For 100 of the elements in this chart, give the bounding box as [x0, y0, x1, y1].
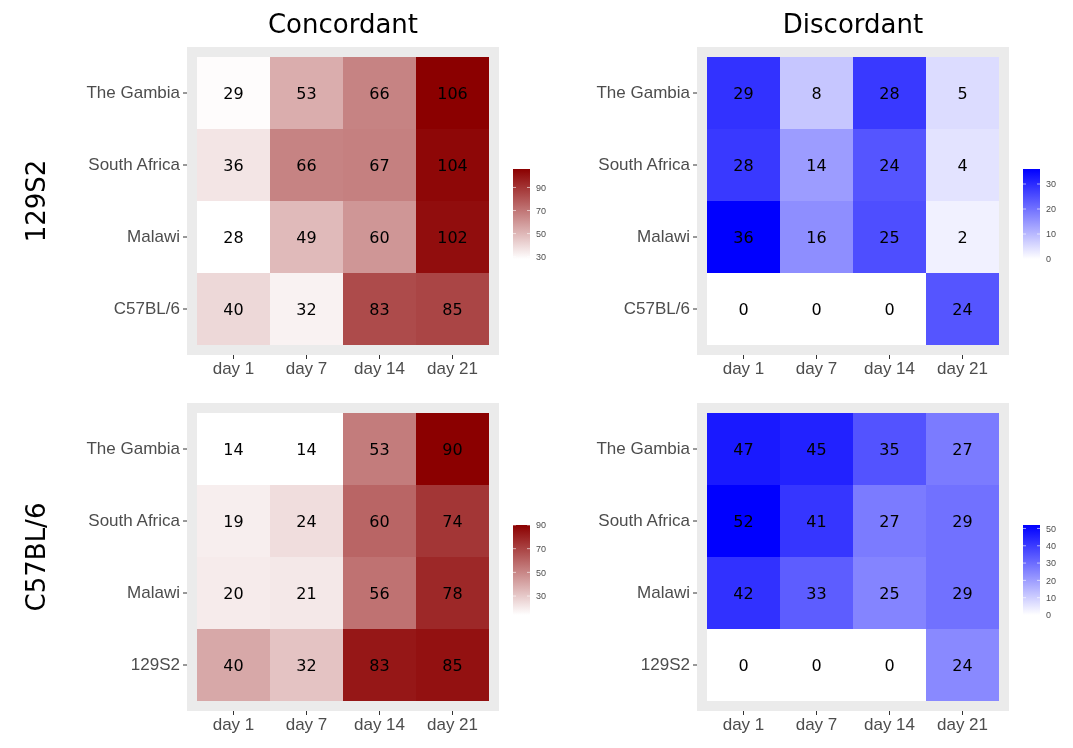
data-label: 66 [296, 155, 317, 175]
y-tick-label: Malawi [637, 227, 690, 247]
y-tick-label: C57BL/6 [113, 299, 180, 319]
data-label: 0 [811, 299, 822, 319]
y-axis-title: 129S2 [21, 159, 51, 243]
data-label: 0 [738, 299, 749, 319]
color-bar-label: 20 [1046, 575, 1057, 586]
color-bar-label: 50 [1046, 523, 1057, 534]
x-tick-label: day 1 [212, 359, 255, 379]
data-label: 0 [738, 655, 749, 675]
chart-title: Concordant [267, 9, 419, 39]
y-tick-label: 129S2 [640, 655, 690, 675]
data-label: 24 [952, 299, 973, 319]
x-tick-label: day 21 [936, 715, 989, 735]
data-label: 90 [442, 439, 463, 459]
data-label: 2 [957, 227, 968, 247]
chart-title: Discordant [782, 9, 924, 39]
data-label: 25 [879, 227, 900, 247]
y-tick-label: The Gambia [86, 439, 181, 459]
color-bar-label: 50 [536, 229, 547, 239]
data-label: 24 [952, 655, 973, 675]
data-label: 40 [223, 299, 244, 319]
data-label: 49 [296, 227, 317, 247]
x-tick-label: day 1 [722, 715, 765, 735]
color-bar-label: 30 [1046, 558, 1057, 569]
data-label: 56 [369, 583, 390, 603]
data-label: 78 [442, 583, 463, 603]
color-bar-label: 30 [536, 591, 547, 602]
data-label: 41 [806, 511, 827, 531]
y-tick-label: South Africa [598, 155, 691, 175]
data-label: 53 [296, 83, 317, 103]
data-label: 21 [296, 583, 317, 603]
data-label: 102 [437, 227, 468, 247]
color-bar-label: 40 [1046, 541, 1057, 552]
data-label: 36 [223, 155, 244, 175]
data-label: 14 [806, 155, 827, 175]
y-tick-label: The Gambia [596, 83, 691, 103]
y-tick-label: C57BL/6 [623, 299, 690, 319]
data-label: 29 [952, 511, 973, 531]
data-label: 35 [879, 439, 900, 459]
y-tick-label: Malawi [127, 583, 180, 603]
x-tick-label: day 14 [863, 359, 916, 379]
y-tick-label: South Africa [88, 511, 181, 531]
data-label: 14 [296, 439, 317, 459]
data-label: 29 [952, 583, 973, 603]
data-label: 60 [369, 227, 390, 247]
y-tick-label: The Gambia [86, 83, 181, 103]
color-bar-label: 10 [1046, 229, 1057, 240]
x-tick-label: day 21 [426, 715, 479, 735]
data-label: 45 [806, 439, 827, 459]
data-label: 28 [223, 227, 244, 247]
data-label: 104 [437, 155, 468, 175]
data-label: 83 [369, 299, 390, 319]
data-label: 19 [223, 511, 244, 531]
data-label: 32 [296, 299, 317, 319]
data-label: 8 [811, 83, 822, 103]
x-tick-label: day 14 [353, 359, 406, 379]
data-label: 0 [884, 299, 895, 319]
y-tick-label: The Gambia [596, 439, 691, 459]
y-tick-label: South Africa [598, 511, 691, 531]
data-label: 14 [223, 439, 244, 459]
data-label: 33 [806, 583, 827, 603]
x-tick-label: day 21 [936, 359, 989, 379]
data-label: 0 [884, 655, 895, 675]
color-bar-label: 20 [1046, 204, 1057, 215]
data-label: 25 [879, 583, 900, 603]
x-tick-label: day 7 [795, 715, 838, 735]
y-tick-label: 129S2 [130, 655, 180, 675]
data-label: 16 [806, 227, 827, 247]
data-label: 74 [442, 511, 463, 531]
x-tick-label: day 7 [285, 359, 328, 379]
color-bar-label: 50 [536, 567, 547, 578]
data-label: 106 [437, 83, 468, 103]
color-bar-label: 10 [1046, 593, 1057, 604]
data-label: 36 [733, 227, 754, 247]
x-tick-label: day 14 [863, 715, 916, 735]
x-tick-label: day 7 [285, 715, 328, 735]
color-bar-label: 70 [536, 205, 547, 216]
data-label: 20 [223, 583, 244, 603]
data-label: 29 [223, 83, 244, 103]
data-label: 27 [952, 439, 973, 459]
data-label: 52 [733, 511, 754, 531]
data-label: 27 [879, 511, 900, 531]
x-tick-label: day 1 [212, 715, 255, 735]
data-label: 66 [369, 83, 390, 103]
data-label: 4 [957, 155, 968, 175]
data-label: 53 [369, 439, 390, 459]
color-bar-label: 90 [536, 520, 547, 531]
color-bar-label: 0 [1046, 610, 1052, 621]
data-label: 42 [733, 583, 754, 603]
y-tick-label: Malawi [637, 583, 690, 603]
data-label: 28 [733, 155, 754, 175]
data-label: 0 [811, 655, 822, 675]
data-label: 32 [296, 655, 317, 675]
color-bar-label: 0 [1046, 254, 1052, 265]
x-tick-label: day 14 [353, 715, 406, 735]
data-label: 60 [369, 511, 390, 531]
data-label: 5 [957, 83, 968, 103]
color-bar-label: 30 [536, 252, 547, 263]
data-label: 29 [733, 83, 754, 103]
